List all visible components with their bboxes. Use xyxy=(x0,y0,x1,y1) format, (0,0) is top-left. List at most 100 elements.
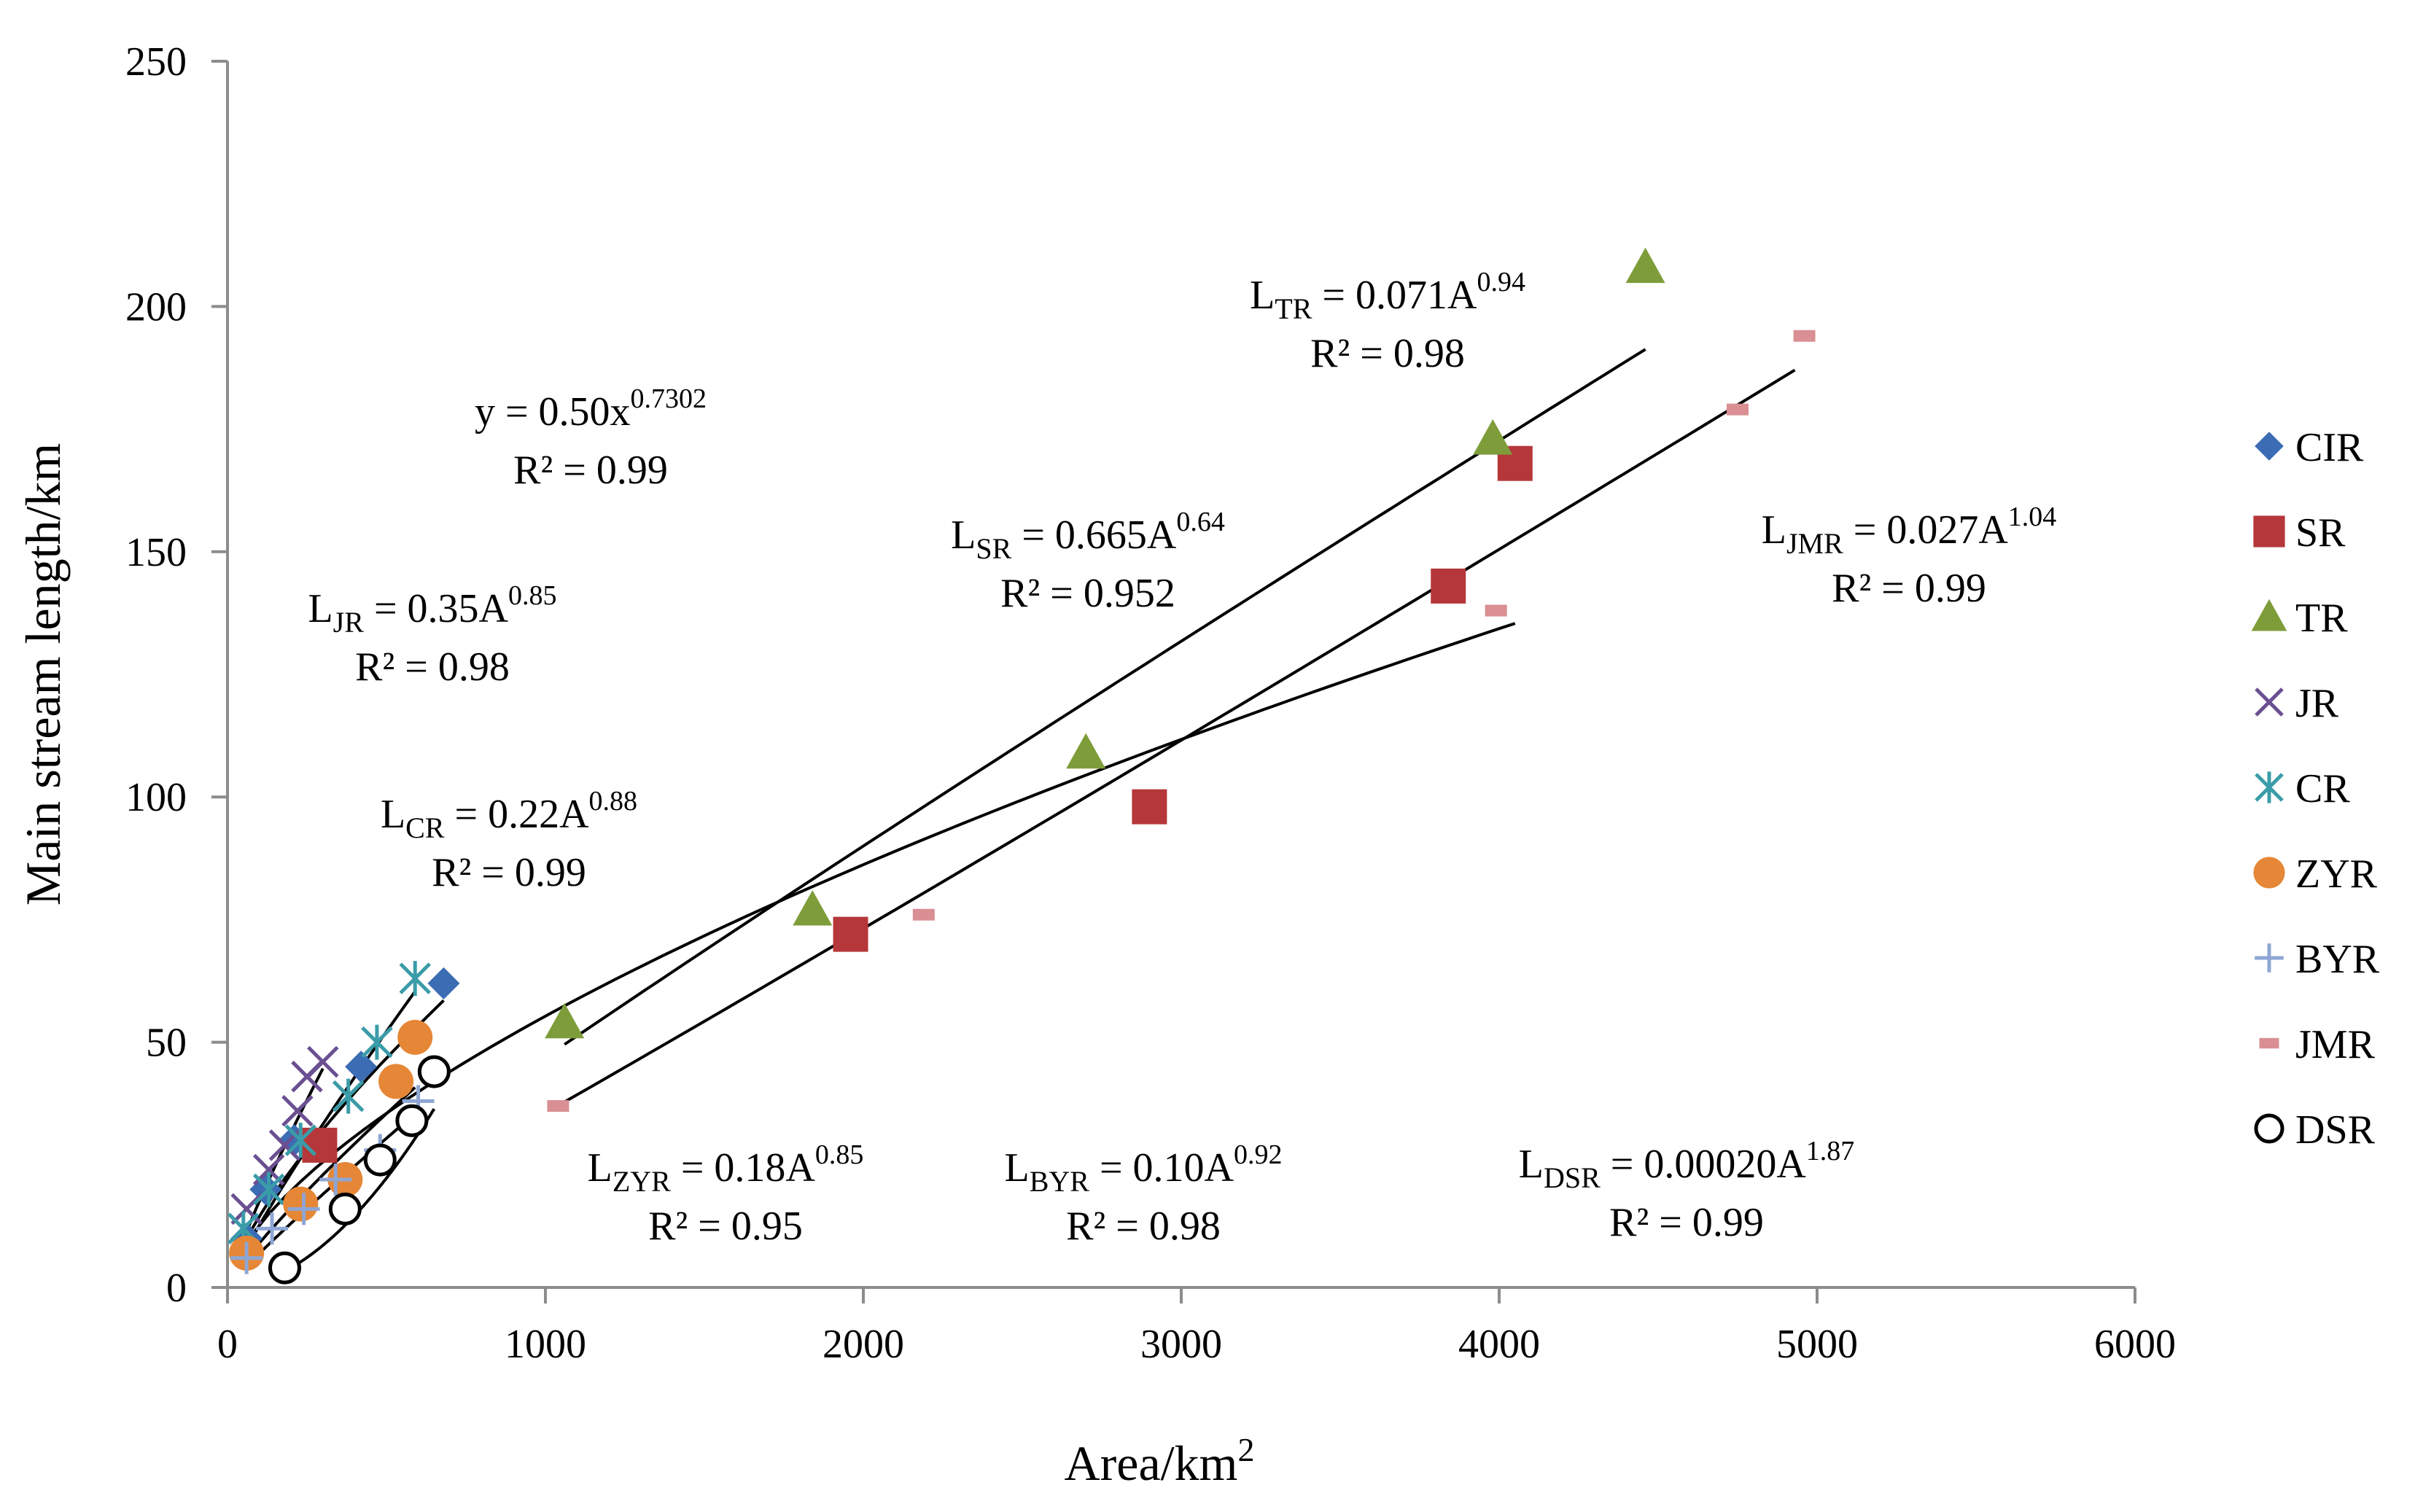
open-circle-marker xyxy=(328,1192,362,1225)
data-point-jr xyxy=(230,1193,262,1225)
data-point-tr xyxy=(1066,733,1106,769)
dash-marker xyxy=(2259,1037,2279,1049)
legend-label: ZYR xyxy=(2295,852,2378,897)
equation-text: LCR = 0.22A0.88 xyxy=(381,786,637,844)
triangle-marker xyxy=(1473,419,1513,455)
y-tick-label: 250 xyxy=(125,39,187,85)
legend-marker-zyr xyxy=(2253,857,2285,889)
legend-marker-tr xyxy=(2251,599,2287,631)
data-points xyxy=(228,247,1816,1285)
y-tick-label: 0 xyxy=(166,1266,187,1311)
legend-item-zyr: ZYR xyxy=(2253,852,2378,897)
legend-label: SR xyxy=(2295,510,2346,556)
equation-text: LTR = 0.071A0.94 xyxy=(1250,267,1525,325)
dash-marker xyxy=(912,908,935,921)
data-point-dsr xyxy=(328,1192,362,1225)
triangle-marker xyxy=(2251,599,2287,631)
data-point-jmr xyxy=(547,1100,569,1112)
trendline-sr xyxy=(252,622,1516,1235)
y-axis-title: Main stream length/km xyxy=(15,443,71,906)
equation-text: LDSR = 0.00020A1.87 xyxy=(1519,1136,1855,1194)
data-point-dsr xyxy=(395,1104,429,1137)
x-tick-label: 6000 xyxy=(2094,1322,2176,1367)
legend-label: JMR xyxy=(2295,1022,2376,1067)
legend-label: DSR xyxy=(2295,1107,2376,1153)
equation-text: LZYR = 0.18A0.85 xyxy=(588,1139,864,1198)
equation-dsr: LDSR = 0.00020A1.87 R² = 0.99 xyxy=(1519,1136,1855,1245)
legend-item-sr: SR xyxy=(2253,510,2346,556)
data-point-byr xyxy=(319,1163,352,1196)
dash-marker xyxy=(547,1100,569,1112)
equation-sr: LSR = 0.665A0.64 R² = 0.952 xyxy=(951,507,1225,616)
legend-item-cir: CIR xyxy=(2255,425,2364,470)
triangle-marker xyxy=(1066,733,1106,769)
legend-item-jr: JR xyxy=(2255,681,2339,726)
y-tick-label: 100 xyxy=(125,775,187,820)
data-point-cr xyxy=(361,1024,393,1060)
legend-item-byr: BYR xyxy=(2255,937,2380,982)
data-point-byr xyxy=(287,1193,320,1225)
data-point-cr xyxy=(332,1078,365,1114)
data-point-cr xyxy=(252,1172,285,1207)
equation-cr: LCR = 0.22A0.88 R² = 0.99 xyxy=(381,786,637,895)
legend-marker-sr xyxy=(2253,515,2285,547)
equation-text: LBYR = 0.10A0.92 xyxy=(1005,1139,1283,1198)
diamond-marker xyxy=(345,1051,378,1083)
legend-marker-cr xyxy=(2255,771,2284,803)
data-point-jmr xyxy=(1727,403,1749,416)
data-point-tr xyxy=(1625,247,1665,284)
r-squared-text: R² = 0.98 xyxy=(1066,1204,1221,1249)
r-squared-text: R² = 0.99 xyxy=(513,448,668,493)
dash-marker xyxy=(1485,604,1507,617)
series-cr xyxy=(228,961,432,1247)
data-point-tr xyxy=(793,889,833,926)
open-circle-marker xyxy=(363,1143,397,1177)
equation-byr: LBYR = 0.10A0.92 R² = 0.98 xyxy=(1005,1139,1283,1249)
data-point-zyr xyxy=(378,1064,414,1099)
trendline-jmr xyxy=(557,368,1796,1107)
triangle-marker xyxy=(545,1002,585,1039)
legend-item-tr: TR xyxy=(2251,596,2348,641)
triangle-marker xyxy=(1625,247,1665,284)
legend-label: TR xyxy=(2295,596,2348,641)
open-circle-marker xyxy=(2254,1113,2284,1144)
x-tick-label: 3000 xyxy=(1140,1322,1222,1367)
axes: 0 50 100 150 200 250 0 1000 2000 3000 4000 5000 6000… xyxy=(15,39,2176,1491)
legend-label: BYR xyxy=(2295,937,2380,982)
circle-marker xyxy=(397,1019,433,1055)
dash-marker xyxy=(1793,330,1816,342)
r-squared-text: R² = 0.99 xyxy=(432,850,586,895)
data-point-dsr xyxy=(417,1055,451,1088)
data-point-zyr xyxy=(397,1019,433,1055)
series-jmr xyxy=(547,330,1816,1112)
dash-marker xyxy=(1727,403,1749,416)
data-point-jmr xyxy=(1793,330,1816,342)
legend-marker-cir xyxy=(2255,432,2284,461)
r-squared-text: R² = 0.98 xyxy=(355,644,510,690)
equation-tr: LTR = 0.071A0.94 R² = 0.98 xyxy=(1250,267,1525,376)
data-point-byr xyxy=(256,1212,289,1245)
r-squared-text: R² = 0.99 xyxy=(1832,566,1986,611)
data-point-sr xyxy=(1132,789,1167,825)
equation-jr: LJR = 0.35A0.85 R² = 0.98 xyxy=(308,580,557,690)
x-tick-label: 0 xyxy=(217,1322,238,1367)
x-marker-stroke xyxy=(307,1045,339,1078)
square-marker xyxy=(1132,789,1167,825)
equation-text: LJR = 0.35A0.85 xyxy=(308,580,557,639)
r-squared-text: R² = 0.98 xyxy=(1310,331,1465,376)
triangle-marker xyxy=(793,889,833,926)
legend-item-dsr: DSR xyxy=(2254,1107,2376,1153)
r-squared-text: R² = 0.99 xyxy=(1609,1200,1764,1245)
equation-text: LJMR = 0.027A1.04 xyxy=(1762,502,2057,560)
data-point-cir xyxy=(345,1051,378,1083)
series-sr xyxy=(302,445,1533,1163)
x-tick-label: 2000 xyxy=(822,1322,904,1367)
equation-jmr: LJMR = 0.027A1.04 R² = 0.99 xyxy=(1762,502,2057,611)
legend-marker-jr xyxy=(2255,687,2284,717)
data-point-jr xyxy=(307,1045,339,1078)
data-point-sr xyxy=(1431,568,1466,604)
legend-item-jmr: JMR xyxy=(2259,1022,2376,1067)
equation-zyr: LZYR = 0.18A0.85 R² = 0.95 xyxy=(588,1139,864,1249)
data-point-cr xyxy=(399,961,432,997)
diamond-marker xyxy=(427,967,460,999)
